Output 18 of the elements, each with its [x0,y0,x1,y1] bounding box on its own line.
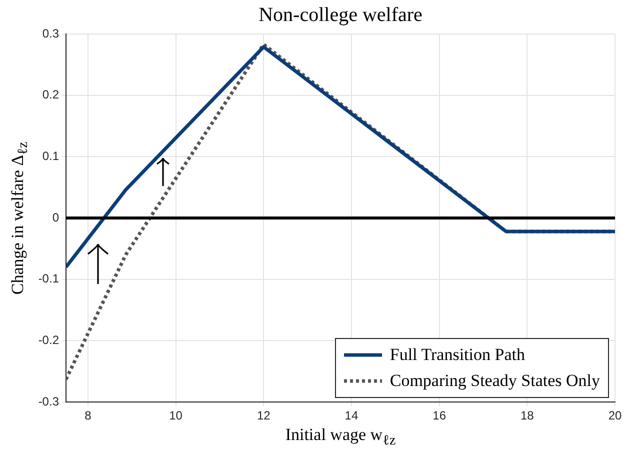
x-tick-label: 16 [432,408,446,423]
x-axis-title: Initial wage w$_{ℓz}$ [284,425,397,450]
y-tick-label: 0 [52,210,60,224]
legend-label: Comparing Steady States Only [390,370,600,392]
legend-label: Full Transition Path [390,344,525,366]
y-tick-label: 0.1 [42,148,60,163]
y-tick-label: -0.3 [38,394,60,408]
x-tick-label: 10 [169,408,183,423]
x-tick-label: 18 [520,408,534,423]
x-tick-label: 20 [608,408,622,423]
x-tick-label: 12 [256,408,271,423]
y-tick-label: 0.3 [42,26,60,40]
y-tick-label: 0.2 [42,88,60,102]
y-tick-label: -0.2 [38,332,60,347]
y-tick-label: -0.1 [38,272,60,286]
x-tick-label: 14 [344,408,358,423]
x-tick-label: 8 [84,408,92,423]
chart-title: Non-college welfare [258,4,424,27]
